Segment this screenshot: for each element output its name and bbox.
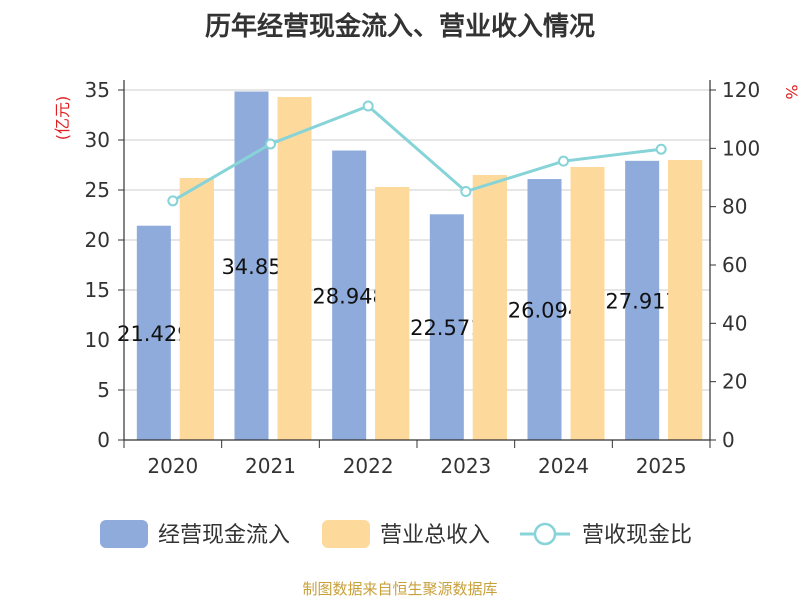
y-left-tick-label: 20 (85, 228, 110, 252)
data-label-cash-inflow: 27.917 (605, 289, 678, 313)
y-right-tick-label: 0 (722, 428, 735, 452)
line-point-revenue-cash-ratio (265, 138, 276, 150)
legend-label: 经营现金流入 (158, 523, 290, 548)
bar-cash-inflow (429, 214, 464, 440)
bar-revenue-overlay (375, 187, 410, 440)
y-left-tick-label: 0 (97, 428, 110, 452)
line-point-revenue-cash-ratio (558, 155, 569, 167)
bar-revenue-overlay (277, 97, 312, 440)
data-label-cash-inflow: 21.429 (117, 322, 190, 346)
legend-swatch (100, 520, 148, 548)
bar-cash-inflow (625, 160, 660, 440)
source-footer: 制图数据来自恒生聚源数据库 (302, 580, 498, 598)
legend-swatch (322, 520, 370, 548)
x-tick-label: 2025 (636, 454, 687, 478)
bar-cash-inflow (136, 225, 171, 440)
data-label-cash-inflow: 22.571 (410, 316, 483, 340)
y-right-tick-label: 40 (722, 311, 747, 335)
legend-label: 营业总收入 (380, 523, 490, 548)
legend-marker (533, 522, 557, 546)
legend-label: 营收现金比 (582, 523, 692, 548)
x-tick-label: 2021 (245, 454, 296, 478)
y-right-tick-label: 120 (722, 78, 760, 102)
y-right-tick-label: 100 (722, 136, 760, 160)
y-right-tick-label: 20 (722, 370, 747, 394)
data-label-cash-inflow: 28.948 (312, 284, 385, 308)
bar-cash-inflow (527, 179, 562, 440)
y-left-axis-label: (亿元) (53, 96, 72, 141)
line-revenue-cash-ratio (172, 104, 662, 203)
y-left-tick-label: 30 (85, 128, 110, 152)
y-right-axis-label: % (782, 84, 800, 99)
y-right-tick-label: 60 (722, 253, 747, 277)
y-left-tick-label: 10 (85, 328, 110, 352)
line-point-revenue-cash-ratio (655, 143, 667, 155)
y-right-tick-label: 80 (722, 195, 747, 219)
y-left-tick-label: 15 (85, 278, 110, 302)
x-tick-label: 2022 (343, 454, 394, 478)
line-point-revenue-cash-ratio (460, 186, 472, 197)
data-label-cash-inflow: 34.85 (221, 255, 281, 279)
line-point-revenue-cash-ratio (362, 100, 374, 112)
y-left-tick-label: 25 (85, 178, 110, 202)
bar-revenue-overlay (570, 167, 605, 440)
bar-cash-inflow (332, 150, 367, 440)
data-label-cash-inflow: 26.094 (508, 299, 581, 323)
y-left-tick-label: 35 (85, 78, 110, 102)
line-point-revenue-cash-ratio (167, 195, 179, 207)
bar-revenue-overlay (472, 175, 507, 440)
x-tick-label: 2020 (147, 454, 198, 478)
x-tick-label: 2023 (440, 454, 491, 478)
bar-revenue-overlay (668, 160, 703, 440)
y-left-tick-label: 5 (97, 378, 110, 402)
bar-revenue-overlay (179, 178, 214, 440)
x-tick-label: 2024 (538, 454, 589, 478)
chart-title: 历年经营现金流入、营业收入情况 (204, 12, 595, 42)
